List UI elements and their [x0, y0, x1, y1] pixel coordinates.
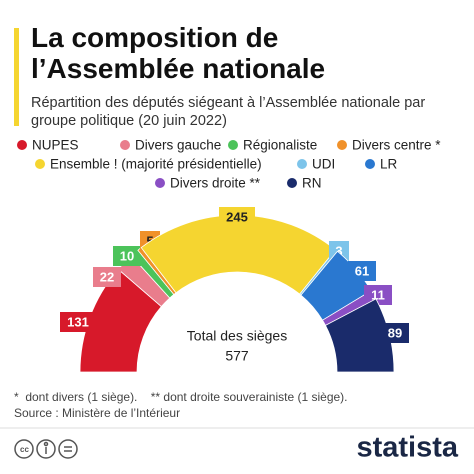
value-label: 245 [226, 209, 248, 224]
value-label: 131 [67, 314, 89, 329]
chart-subtitle: Répartition des députés siégeant à l’Ass… [31, 95, 426, 129]
legend-swatch [155, 178, 165, 188]
value-label: 61 [355, 263, 369, 278]
seat-segment [324, 298, 395, 373]
value-label-box [381, 323, 409, 343]
legend-label: Divers gauche [135, 138, 221, 153]
legend-swatch [297, 159, 307, 169]
legend-label: Ensemble ! (majorité présidentielle) [50, 157, 262, 172]
legend-swatch [17, 140, 27, 150]
value-label-box [93, 267, 121, 287]
legend-label: RN [302, 176, 322, 191]
legend-label: UDI [312, 157, 335, 172]
accent-bar [14, 28, 19, 126]
value-label-box [364, 285, 392, 305]
license-icons [14, 439, 78, 459]
legend-swatch [120, 140, 130, 150]
value-label: 89 [388, 325, 402, 340]
legend-swatch [287, 178, 297, 188]
legend-label: Divers centre * [352, 138, 441, 153]
legend-swatch [228, 140, 238, 150]
cc-icon-text: cc [20, 445, 29, 454]
legend-label: Régionaliste [243, 138, 317, 153]
logo: statista [356, 432, 458, 464]
legend-label: NUPES [32, 138, 79, 153]
value-label-box [348, 261, 376, 281]
value-label: 11 [371, 287, 385, 302]
total-value: 577 [225, 348, 249, 364]
legend-label: LR [380, 157, 398, 172]
value-label: 22 [100, 269, 114, 284]
value-label-box [219, 207, 255, 227]
value-label-box [113, 246, 141, 266]
value-label-box [60, 312, 96, 332]
chart-title: La composition de l’Assemblée nationale [31, 22, 326, 84]
total-label: Total des sièges [187, 328, 287, 344]
footnote: * dont divers (1 siège). ** dont droite … [14, 390, 348, 404]
legend-label: Divers droite ** [170, 176, 261, 191]
source: Source : Ministère de l’Intérieur [14, 406, 180, 420]
value-label: 10 [120, 248, 134, 263]
legend-swatch [337, 140, 347, 150]
value-label: 3 [335, 243, 342, 258]
legend-swatch [35, 159, 45, 169]
legend-swatch [365, 159, 375, 169]
